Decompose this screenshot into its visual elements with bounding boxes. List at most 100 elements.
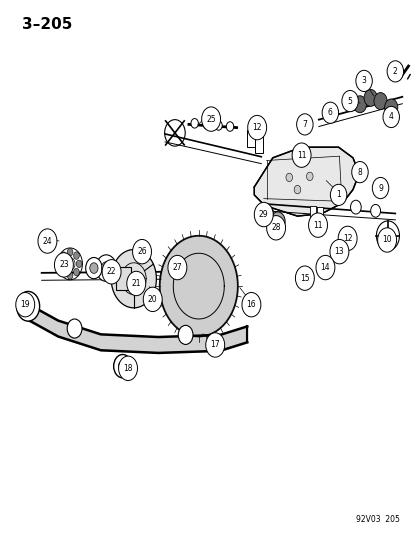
Text: 6: 6 [327,108,332,117]
FancyBboxPatch shape [254,135,263,152]
Circle shape [54,253,73,277]
Circle shape [226,122,233,131]
Text: 16: 16 [246,300,256,309]
Circle shape [330,184,346,206]
Circle shape [17,292,40,321]
Text: 21: 21 [131,279,141,288]
Circle shape [342,231,353,245]
Circle shape [294,185,300,194]
Circle shape [126,271,145,296]
Circle shape [67,248,73,256]
Circle shape [329,239,348,264]
Circle shape [351,161,367,183]
Polygon shape [159,236,237,336]
Circle shape [292,143,310,167]
Text: 29: 29 [258,210,268,219]
Text: 20: 20 [147,295,157,304]
Circle shape [353,96,366,113]
Circle shape [67,319,82,338]
Circle shape [76,260,82,268]
Circle shape [355,70,371,92]
Circle shape [306,172,312,181]
Circle shape [373,93,386,110]
Circle shape [16,293,35,317]
Circle shape [214,120,222,130]
Circle shape [321,102,338,123]
Text: 3–205: 3–205 [22,17,72,33]
Text: 26: 26 [137,247,147,256]
Polygon shape [111,249,156,308]
Circle shape [270,212,285,231]
Circle shape [23,300,33,313]
Text: 28: 28 [271,223,280,232]
Circle shape [308,213,327,237]
Circle shape [341,91,358,112]
Text: 18: 18 [123,364,133,373]
Text: 10: 10 [381,236,391,245]
Text: 22: 22 [107,268,116,276]
Circle shape [38,229,57,253]
Text: 92V03  205: 92V03 205 [356,515,399,523]
Circle shape [114,354,131,378]
Circle shape [377,228,396,252]
Circle shape [285,173,292,182]
Circle shape [254,203,273,227]
Text: 19: 19 [20,300,30,309]
Circle shape [102,260,121,284]
Circle shape [386,61,403,82]
Text: 2: 2 [392,67,397,76]
Text: 9: 9 [377,183,382,192]
Circle shape [168,255,186,280]
Circle shape [201,107,220,131]
Circle shape [143,287,162,312]
Circle shape [132,239,151,264]
FancyBboxPatch shape [247,130,255,147]
Text: 5: 5 [347,96,352,106]
Circle shape [178,325,192,344]
Circle shape [261,206,273,221]
Text: 13: 13 [334,247,343,256]
Text: 15: 15 [299,273,309,282]
Text: 23: 23 [59,261,69,269]
Text: 3: 3 [361,76,366,85]
Circle shape [320,262,329,273]
Circle shape [337,226,356,251]
Text: 11: 11 [296,151,306,160]
Circle shape [190,118,198,128]
Text: 12: 12 [342,234,351,243]
Circle shape [65,257,75,270]
Text: 24: 24 [43,237,52,246]
Text: 1: 1 [335,190,340,199]
Circle shape [61,252,66,260]
Circle shape [118,356,137,381]
Circle shape [247,115,266,140]
Circle shape [384,99,397,116]
Text: 25: 25 [206,115,216,124]
Circle shape [118,361,126,372]
Circle shape [85,257,102,279]
Circle shape [363,90,376,107]
Text: 12: 12 [252,123,261,132]
Text: 7: 7 [302,120,306,129]
Text: 8: 8 [357,167,361,176]
Circle shape [74,252,79,260]
Circle shape [101,262,111,274]
Text: 17: 17 [210,341,219,350]
Circle shape [333,245,343,258]
Circle shape [296,114,312,135]
Circle shape [350,200,360,214]
Circle shape [74,269,79,276]
Circle shape [61,269,66,276]
Circle shape [205,333,224,357]
Text: 4: 4 [388,112,393,122]
Circle shape [295,266,313,290]
Circle shape [299,272,309,285]
Circle shape [315,255,334,280]
FancyBboxPatch shape [115,266,131,290]
FancyBboxPatch shape [309,206,316,221]
Circle shape [241,293,260,317]
Circle shape [96,255,116,281]
Circle shape [203,119,210,129]
Circle shape [382,107,399,127]
Circle shape [90,263,98,273]
